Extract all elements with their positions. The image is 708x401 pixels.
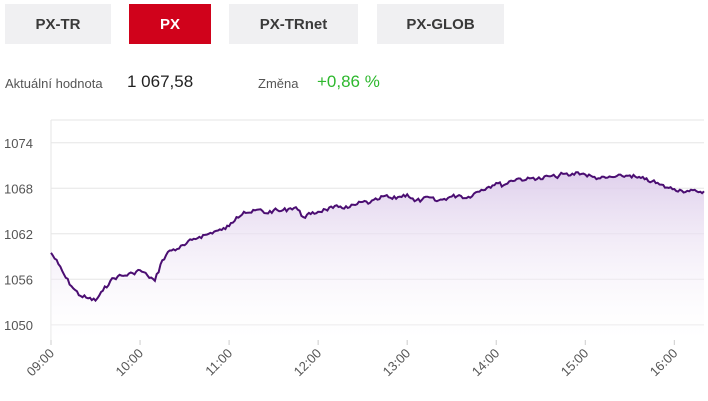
- x-tick-label: 10:00: [113, 346, 147, 380]
- tab-px-trnet[interactable]: PX-TRnet: [229, 4, 358, 44]
- x-tick-label: 15:00: [558, 346, 592, 380]
- y-tick-label: 1062: [4, 227, 33, 242]
- change-value: +0,86 %: [317, 72, 380, 91]
- change-label: Změna: [258, 76, 299, 91]
- x-tick-label: 12:00: [291, 346, 325, 380]
- y-tick-label: 1068: [4, 181, 33, 196]
- series-line: [50, 171, 705, 303]
- tab-px[interactable]: PX: [129, 4, 211, 44]
- x-tick-label: 16:00: [647, 346, 681, 380]
- series-area: [51, 172, 704, 340]
- x-tick-label: 09:00: [24, 346, 58, 380]
- current-value-label: Aktuální hodnota: [5, 76, 103, 91]
- y-tick-label: 1074: [4, 136, 33, 151]
- index-stats: Aktuální hodnota 1 067,58 Změna +0,86 %: [0, 68, 708, 96]
- y-tick-label: 1050: [4, 318, 33, 333]
- x-tick-label: 13:00: [380, 346, 414, 380]
- x-tick-label: 11:00: [202, 346, 235, 379]
- index-chart: 1074 1068 1062 1056 1050 09:00 10:00 11:00 12:0…: [4, 119, 705, 380]
- current-value: 1 067,58: [127, 72, 194, 91]
- y-tick-label: 1056: [4, 272, 33, 287]
- tab-px-glob[interactable]: PX-GLOB: [377, 4, 504, 44]
- tab-px-tr[interactable]: PX-TR: [5, 4, 111, 44]
- x-tick-label: 14:00: [469, 346, 503, 380]
- index-tabs: PX-TR PX PX-TRnet PX-GLOB: [0, 0, 708, 48]
- y-axis: 1074 1068 1062 1056 1050: [4, 136, 33, 333]
- x-axis: 09:00 10:00 11:00 12:00 13:00 14:00 15:00 16:00: [24, 340, 681, 380]
